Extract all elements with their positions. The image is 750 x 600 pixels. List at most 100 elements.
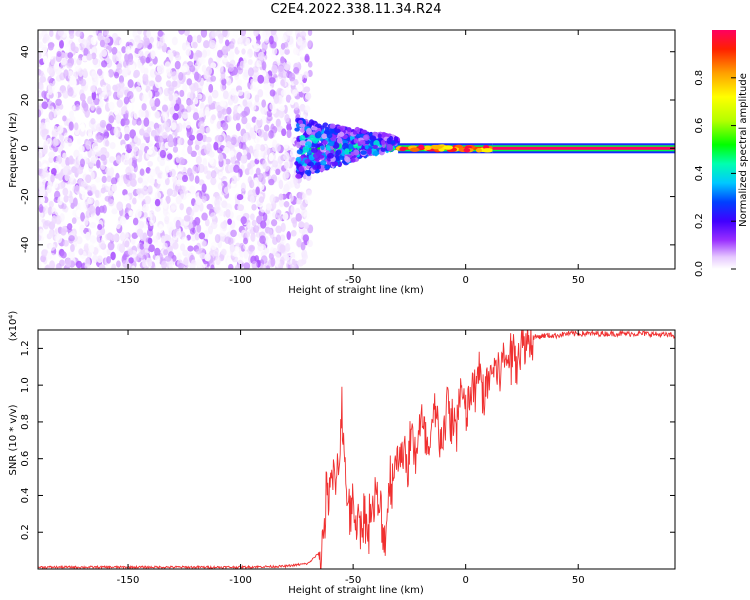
heatmap-cell [58,39,64,49]
heatmap-cell [44,219,51,227]
heatmap-cell [234,264,242,269]
heatmap-cell [102,70,110,80]
heatmap-cell [107,241,115,251]
heatmap-cell [124,127,131,134]
snr-y-label: SNR (10 * v/v) [8,404,19,475]
heatmap-cell [85,140,92,150]
heatmap-cell [214,204,221,214]
heatmap-cell [57,125,64,134]
heatmap-cell [179,203,184,211]
heatmap-cell [107,69,115,78]
heatmap-cell [222,122,229,131]
heatmap-cell [124,212,130,220]
heatmap-cell [60,251,67,259]
heatmap-cell [218,171,224,179]
heatmap-cell [175,219,181,230]
heatmap-cell [99,119,107,128]
heatmap-cell [152,227,158,237]
heatmap-cell [105,139,110,147]
heatmap-cell [248,145,254,154]
heatmap-cell [345,156,351,163]
heatmap-cell [89,244,95,253]
heatmap-cell [38,51,42,59]
heatmap-cell [202,49,208,58]
heatmap-cell [206,49,211,57]
heatmap-cell [91,90,97,101]
heatmap-cell [273,94,280,104]
heatmap-cell [63,240,69,247]
heatmap-cell [320,160,327,166]
heatmap-cell [105,167,111,174]
heatmap-cell [263,146,271,156]
heatmap-cell [240,155,247,164]
heatmap-cell [175,230,182,239]
heatmap-cell [141,103,147,111]
heatmap-cell [344,148,350,155]
snr-frame [37,329,676,570]
heatmap-cell [123,194,130,202]
heatmap-cell [247,67,254,77]
heatmap-cell [83,243,90,251]
heatmap-cell [46,251,53,260]
heatmap-cell [287,35,294,45]
colorbar-gradient [712,30,736,269]
heatmap-cell [161,172,169,180]
heatmap-cell [156,240,163,247]
heatmap-cell [275,168,281,176]
heatmap-cell [297,84,303,92]
heatmap-cell [312,164,318,170]
heatmap-cell [390,140,396,145]
heatmap-cell [90,118,96,125]
heatmap-cell [168,93,174,102]
spectrogram-x-axis: -150 -100 -50 0 50 [117,30,585,286]
heatmap-cell [103,30,109,36]
heatmap-cell [360,129,368,134]
y-tick-label: 0.6 [20,451,31,467]
heatmap-cell [124,31,131,41]
heatmap-cell [244,53,250,61]
heatmap-cell [38,261,42,269]
spectrogram-y-label: Frequency (Hz) [8,112,19,188]
heatmap-cell [329,123,336,129]
heatmap-cell [147,185,153,193]
heatmap-cell [86,53,93,61]
heatmap-cell [247,58,253,65]
heatmap-cell [409,147,420,152]
heatmap-cell [90,85,96,93]
heatmap-cell [139,194,145,202]
heatmap-cell [194,71,200,81]
heatmap-cell [283,201,290,208]
heatmap-cell [145,80,152,90]
snr-x-axis: -150 -100 -50 0 50 [117,330,585,586]
heatmap-cell [192,52,199,61]
heatmap-cell [325,145,331,151]
heatmap-cell [170,202,178,211]
heatmap-cell [359,140,366,145]
heatmap-cell [277,214,283,222]
heatmap-cell [131,232,139,240]
heatmap-cell [95,189,100,199]
heatmap-cell [262,159,267,170]
heatmap-cell [63,132,69,141]
heatmap-cell [99,39,106,48]
heatmap-cell [61,203,67,210]
heatmap-cell [190,86,196,94]
heatmap-cell [149,98,155,107]
heatmap-cell [96,159,101,169]
heatmap-cell [272,144,277,152]
heatmap-cell [92,30,99,36]
heatmap-cell [213,249,220,257]
heatmap-cell [172,146,179,153]
heatmap-cell [194,61,201,70]
heatmap-cell [134,86,142,93]
heatmap-cell [136,118,142,126]
heatmap-cell [152,235,159,243]
heatmap-cell [147,160,154,167]
heatmap-cell [248,244,256,252]
heatmap-cell [157,30,164,37]
heatmap-cell [284,63,291,71]
heatmap-cell [216,120,222,130]
heatmap-cell [186,167,193,177]
heatmap-cell [210,75,217,82]
heatmap-cell [159,149,167,159]
